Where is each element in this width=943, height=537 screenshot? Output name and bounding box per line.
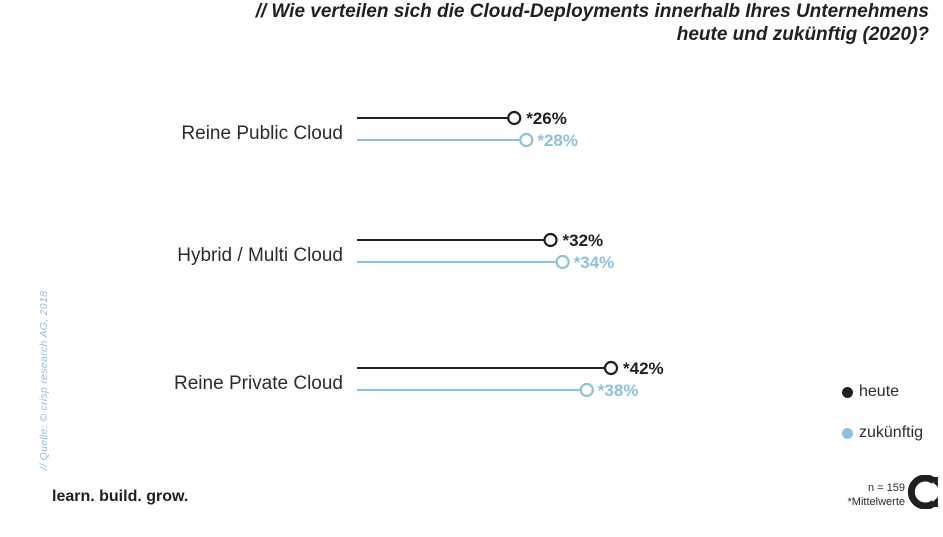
source-note: // Quelle: © crisp research AG, 2018 bbox=[38, 290, 50, 470]
legend-label-heute: heute bbox=[859, 383, 900, 400]
value-label-heute-reine-private-cloud: *42% bbox=[623, 359, 664, 378]
value-label-zukuenftig-reine-private-cloud: *38% bbox=[598, 381, 639, 400]
value-label-heute-reine-public-cloud: *26% bbox=[526, 109, 567, 128]
dot-zukuenftig-reine-public-cloud bbox=[519, 132, 534, 148]
mean-note: *Mittelwerte bbox=[847, 496, 905, 508]
value-label-heute-hybrid-multi-cloud: *32% bbox=[563, 231, 604, 250]
legend-item-zukuenftig: zukünftig bbox=[842, 424, 923, 442]
sample-size: n = 159 bbox=[867, 482, 905, 494]
legend-dot-zukuenftig bbox=[842, 427, 853, 439]
dot-heute-reine-public-cloud bbox=[507, 110, 522, 126]
dot-heute-reine-private-cloud bbox=[603, 360, 619, 376]
dot-zukuenftig-hybrid-multi-cloud bbox=[555, 254, 570, 270]
title-line-1: // Wie verteilen sich die Cloud-Deployme… bbox=[255, 1, 929, 22]
category-label-reine-public-cloud: Reine Public Cloud bbox=[181, 123, 343, 144]
chart-title: // Wie verteilen sich die Cloud-Deployme… bbox=[149, 0, 929, 46]
legend-dot-heute bbox=[842, 386, 853, 398]
tagline: learn. build. grow. bbox=[52, 488, 189, 505]
category-label-hybrid-multi-cloud: Hybrid / Multi Cloud bbox=[177, 245, 343, 266]
footnote: n = 159 *Mittelwerte bbox=[848, 481, 905, 509]
dot-zukuenftig-reine-private-cloud bbox=[579, 382, 594, 398]
category-label-reine-private-cloud: Reine Private Cloud bbox=[174, 373, 343, 394]
legend-item-heute: heute bbox=[842, 383, 899, 401]
value-label-zukuenftig-reine-public-cloud: *28% bbox=[537, 131, 578, 150]
legend-label-zukuenftig: zukünftig bbox=[859, 424, 924, 441]
dot-heute-hybrid-multi-cloud bbox=[543, 232, 558, 248]
crisp-logo-icon bbox=[907, 475, 938, 509]
value-label-zukuenftig-hybrid-multi-cloud: *34% bbox=[574, 253, 615, 272]
title-line-2: heute und zukünftig (2020)? bbox=[676, 24, 929, 45]
